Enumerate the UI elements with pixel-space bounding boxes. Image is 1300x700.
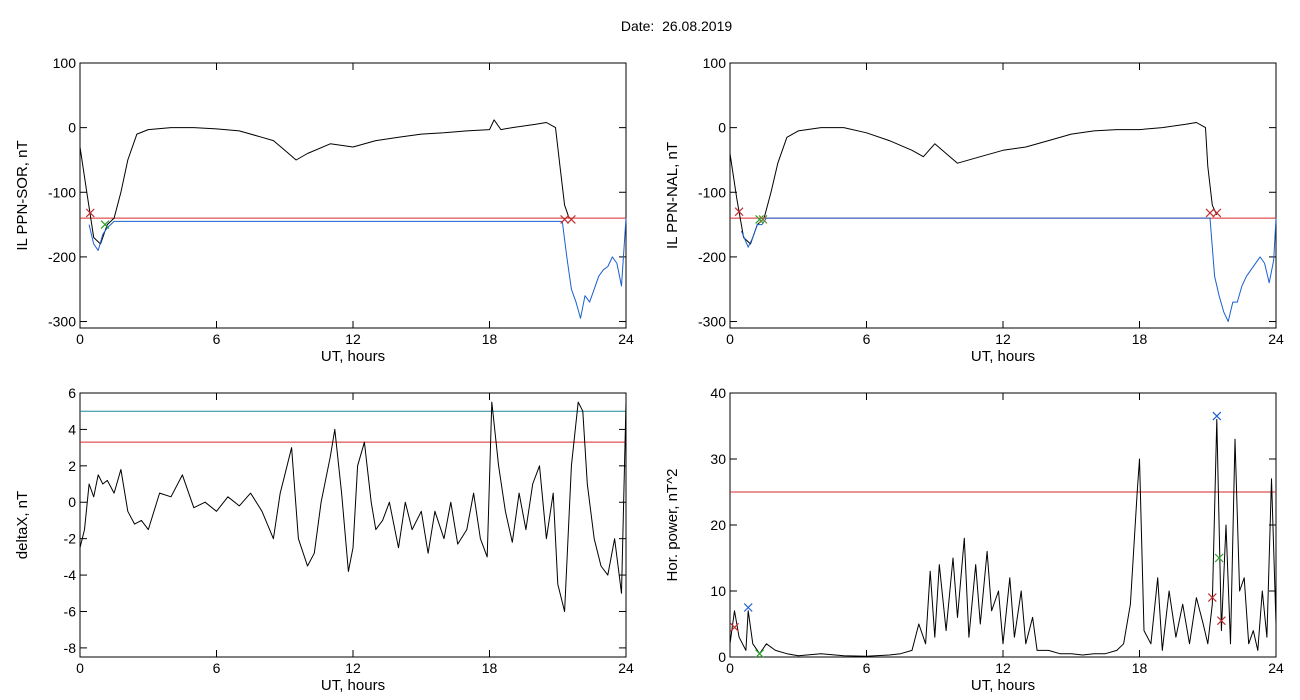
y-tick-label: -300 xyxy=(698,314,726,330)
x-tick-label: 6 xyxy=(213,331,221,347)
x-tick-label: 0 xyxy=(76,331,84,347)
event-marker xyxy=(566,214,576,224)
x-tick-label: 24 xyxy=(618,660,634,676)
x-tick-label: 12 xyxy=(345,331,361,347)
marker-stroke xyxy=(1214,553,1224,563)
x-tick-label: 18 xyxy=(1132,660,1148,676)
y-tick-label: -6 xyxy=(64,603,77,619)
marker-stroke xyxy=(734,207,744,217)
x-tick-label: 6 xyxy=(863,331,871,347)
y-tick-label: 2 xyxy=(68,458,76,474)
y-tick-label: -8 xyxy=(64,640,77,656)
marker-stroke xyxy=(1216,616,1226,626)
y-axis-title: Hor. power, nT^2 xyxy=(664,469,681,582)
x-tick-label: 18 xyxy=(482,331,498,347)
marker-stroke xyxy=(560,214,569,224)
y-tick-label: 0 xyxy=(718,649,726,665)
event-marker xyxy=(730,622,739,632)
event-marker xyxy=(85,208,95,218)
marker-stroke xyxy=(755,214,764,224)
event-marker xyxy=(755,214,764,224)
page-title: Date: 26.08.2019 xyxy=(620,18,733,34)
y-tick-label: 6 xyxy=(68,385,76,401)
y-tick-label: 10 xyxy=(710,583,726,599)
x-axis-title: UT, hours xyxy=(971,348,1035,365)
y-tick-label: 0 xyxy=(68,120,76,136)
event-marker xyxy=(755,649,764,659)
x-tick-label: 0 xyxy=(726,660,734,676)
series-line xyxy=(729,418,1277,657)
event-marker xyxy=(758,214,768,224)
plot-frame xyxy=(79,392,627,658)
marker-stroke xyxy=(1207,593,1217,603)
marker-stroke xyxy=(566,214,576,224)
x-tick-label: 24 xyxy=(1268,331,1284,347)
marker-stroke xyxy=(1205,208,1215,218)
y-tick-label: 20 xyxy=(710,517,726,533)
event-marker xyxy=(1214,553,1224,563)
marker-stroke xyxy=(743,603,753,612)
y-tick-label: -100 xyxy=(48,184,76,200)
x-tick-label: 18 xyxy=(1132,331,1148,347)
x-tick-label: 24 xyxy=(618,331,634,347)
marker-stroke xyxy=(755,649,764,659)
series-line xyxy=(740,217,1277,322)
y-axis-title: IL PPN-NAL, nT xyxy=(664,142,681,249)
x-tick-label: 12 xyxy=(995,660,1011,676)
x-tick-label: 0 xyxy=(726,331,734,347)
y-tick-label: 100 xyxy=(703,55,727,71)
y-tick-label: 0 xyxy=(68,494,76,510)
event-marker xyxy=(1212,208,1222,218)
marker-stroke xyxy=(730,622,739,632)
y-tick-label: -2 xyxy=(64,531,77,547)
x-tick-label: 6 xyxy=(863,660,871,676)
x-tick-label: 0 xyxy=(76,660,84,676)
marker-stroke xyxy=(100,220,110,230)
event-marker xyxy=(560,214,569,224)
x-tick-label: 12 xyxy=(995,331,1011,347)
event-marker xyxy=(100,220,110,230)
event-marker xyxy=(1216,616,1226,626)
y-tick-label: 40 xyxy=(710,385,726,401)
x-tick-label: 6 xyxy=(213,660,221,676)
y-tick-label: 0 xyxy=(718,120,726,136)
chart-panel-1: 0 6 12 18 24 100 0 -100 -200 -300 UT, hours IL PPN-… xyxy=(14,55,634,365)
marker-stroke xyxy=(1212,411,1222,421)
x-tick-label: 24 xyxy=(1268,660,1284,676)
series-line xyxy=(79,401,627,612)
x-tick-label: 12 xyxy=(345,660,361,676)
marker-stroke xyxy=(1212,208,1222,218)
event-marker xyxy=(1205,208,1215,218)
event-marker xyxy=(1212,411,1222,421)
x-axis-title: UT, hours xyxy=(321,348,385,365)
x-axis-title: UT, hours xyxy=(321,677,385,694)
y-tick-label: -200 xyxy=(698,249,726,265)
y-tick-label: -300 xyxy=(48,314,76,330)
marker-stroke xyxy=(758,214,768,224)
chart-panel-4: 0 6 12 18 24 40 30 20 10 0 UT, hours Hor. power, nT… xyxy=(664,385,1284,694)
x-tick-label: 18 xyxy=(482,660,498,676)
y-tick-label: -200 xyxy=(48,249,76,265)
y-tick-label: 4 xyxy=(68,421,76,437)
event-marker xyxy=(743,603,753,612)
series-line xyxy=(729,122,1218,245)
marker-stroke xyxy=(85,208,95,218)
y-tick-label: -100 xyxy=(698,184,726,200)
y-tick-label: -4 xyxy=(64,567,77,583)
x-axis-title: UT, hours xyxy=(971,677,1035,694)
event-marker xyxy=(1207,593,1217,603)
y-tick-label: 100 xyxy=(53,55,77,71)
series-line xyxy=(88,218,627,319)
chart-panel-2: 0 6 12 18 24 100 0 -100 -200 -300 UT, hours IL PPN-… xyxy=(664,55,1284,365)
event-marker xyxy=(734,207,744,217)
plot-frame xyxy=(729,392,1277,658)
y-tick-label: 30 xyxy=(710,451,726,467)
plot-frame xyxy=(729,62,1277,329)
chart-panel-3: 0 6 12 18 24 6 4 2 0 -2 -4 -6 -8 UT, hours deltaX, nT xyxy=(14,385,634,694)
y-axis-title: deltaX, nT xyxy=(14,491,31,559)
series-line xyxy=(79,119,570,245)
plot-frame xyxy=(79,62,627,329)
y-axis-title: IL PPN-SOR, nT xyxy=(14,140,31,250)
